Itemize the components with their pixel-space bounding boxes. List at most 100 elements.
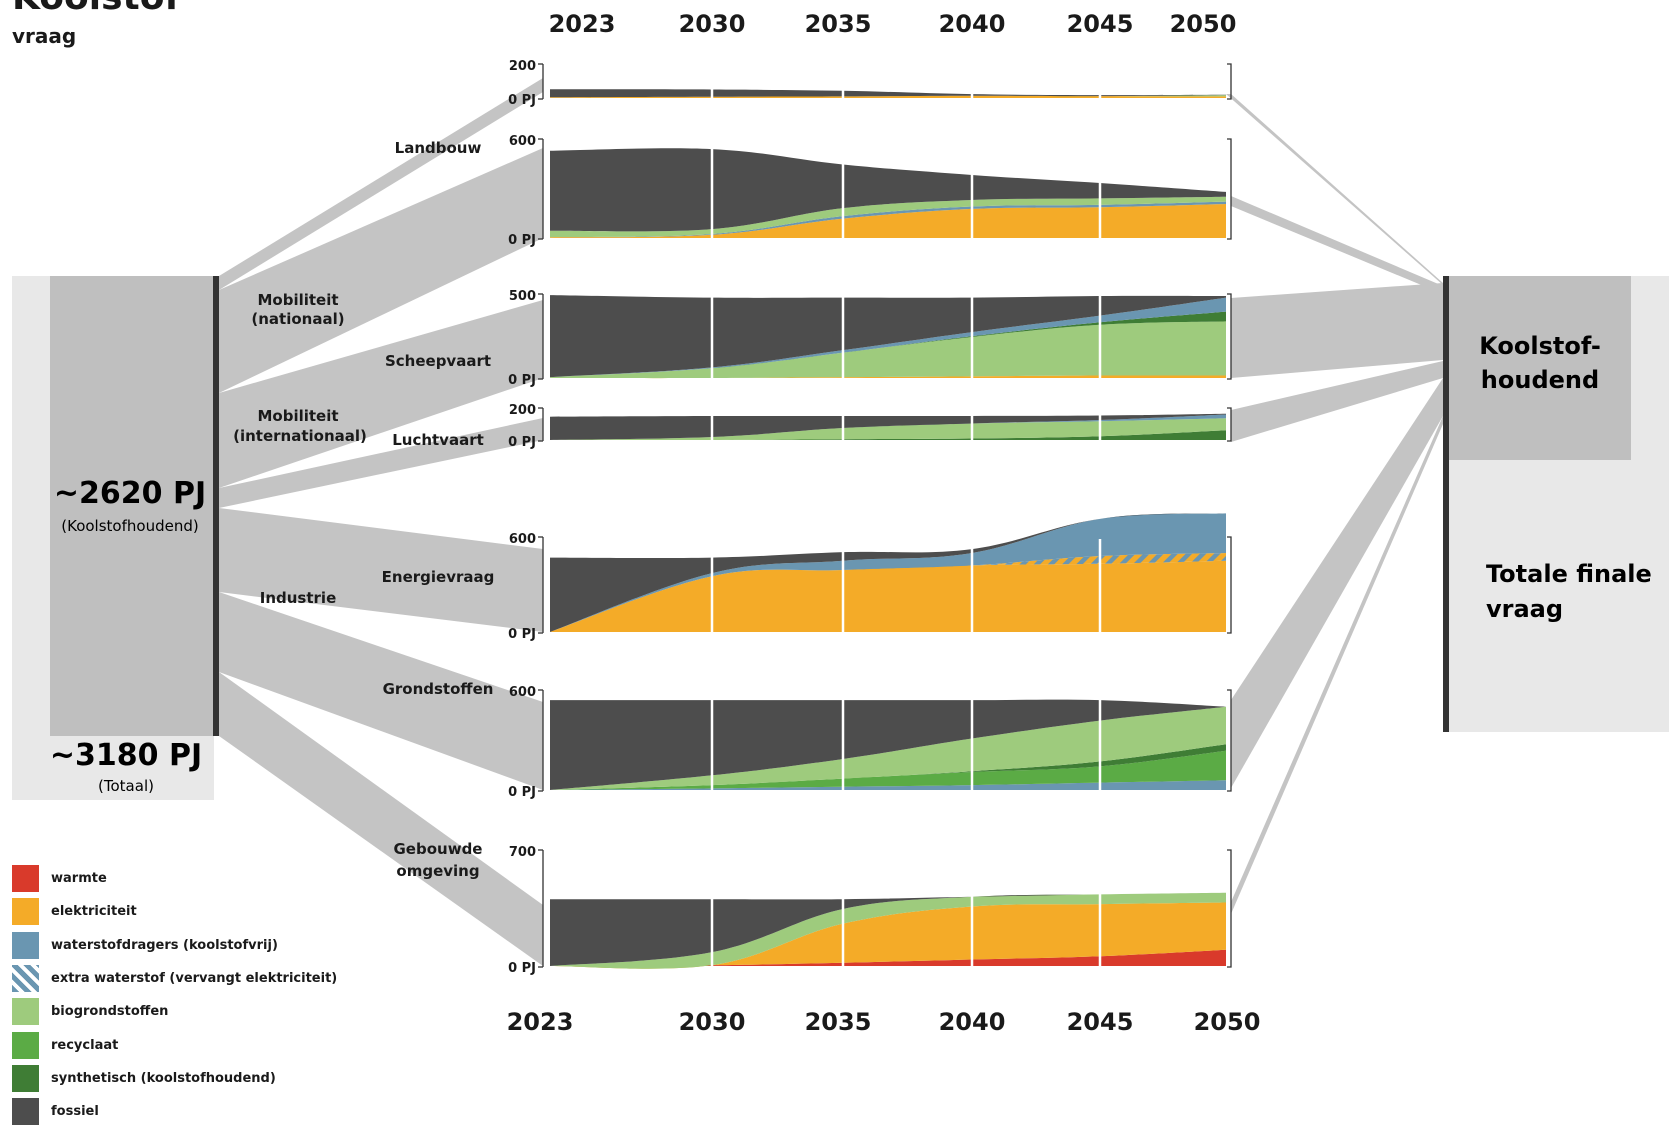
left-flows — [219, 78, 543, 966]
years-bottom: 2023 2030 2035 2040 2045 2050 — [507, 1008, 1261, 1036]
panel-6: 700 0 PJ — [508, 845, 1232, 976]
ymax-label: 600 — [509, 134, 536, 149]
right-koolstof-box — [1446, 276, 1631, 460]
area-fossiel — [550, 513, 1226, 632]
legend-label: fossiel — [51, 1104, 99, 1120]
area-elektriciteit — [550, 902, 1226, 969]
area-fossiel — [550, 148, 1226, 232]
legend-label: elektriciteit — [51, 904, 137, 920]
ymax-label: 200 — [509, 403, 536, 418]
page-title: Koolstof — [12, 0, 180, 18]
legend-item: recyclaat — [12, 1028, 337, 1061]
ymax-label: 600 — [509, 532, 536, 547]
flow-energievraag — [219, 508, 543, 632]
page-subtitle: vraag — [12, 24, 77, 48]
area-fossiel — [550, 892, 1226, 966]
right-totale-label-2: vraag — [1486, 595, 1563, 623]
koolstof-demand-box — [50, 276, 214, 736]
label-mob-nat-2: (nationaal) — [251, 310, 344, 328]
legend-item: biogrondstoffen — [12, 995, 337, 1028]
flow-right-gebouwde — [1231, 416, 1443, 914]
panel-name: Landbouw — [395, 139, 482, 157]
area-extra_waterstof — [550, 552, 1226, 632]
legend-swatch — [12, 1098, 39, 1126]
label-gebouwde-2: omgeving — [396, 862, 479, 880]
right-bar — [1443, 276, 1449, 732]
year-bottom-label: 2050 — [1194, 1008, 1261, 1036]
zero-label: 0 PJ — [508, 785, 536, 800]
flow-right-scheepvaart — [1231, 283, 1443, 378]
legend: warmte elektriciteit waterstofdragers (koo… — [12, 862, 337, 1128]
flow-gebouwde-omgeving — [219, 672, 543, 966]
year-bottom-label: 2023 — [507, 1008, 574, 1036]
flow-grondstoffen — [219, 592, 543, 790]
sector-labels: Mobiliteit (nationaal) Mobiliteit (inter… — [233, 291, 482, 880]
left-bar — [213, 276, 219, 736]
legend-label: extra waterstof (vervangt elektriciteit) — [51, 971, 338, 987]
right-bracket — [1227, 849, 1232, 968]
ymax-label: 200 — [509, 59, 536, 74]
flow-right-luchtvaart — [1231, 361, 1443, 442]
flow-luchtvaart — [219, 418, 543, 508]
area-biogrondstoffen — [550, 706, 1226, 790]
left-total-value: ~3180 PJ — [50, 738, 202, 773]
legend-item: waterstofdragers (koolstofvrij) — [12, 929, 337, 962]
panel-names: Landbouw Scheepvaart Luchtvaart Energievraa… — [382, 139, 495, 698]
legend-item: extra waterstof (vervangt elektriciteit) — [12, 962, 337, 995]
legend-label: synthetisch (koolstofhoudend) — [51, 1070, 276, 1086]
label-mob-int-2: (internationaal) — [233, 427, 367, 445]
flow-right-landbouw — [1226, 94, 1443, 285]
area-biogrondstoffen — [550, 418, 1226, 441]
area-fossiel — [550, 89, 1226, 98]
right-bracket — [1227, 536, 1232, 634]
panel-name: Luchtvaart — [392, 431, 484, 449]
year-bottom-label: 2040 — [939, 1008, 1006, 1036]
label-gebouwde-1: Gebouwde — [394, 840, 483, 858]
area-biogrondstoffen — [550, 196, 1226, 238]
flow-scheepvaart — [219, 300, 543, 488]
left-koolstof-value: ~2620 PJ — [54, 476, 206, 511]
left-koolstof-label: (Koolstofhoudend) — [61, 517, 198, 535]
right-bracket — [1227, 63, 1232, 100]
area-fossiel — [550, 413, 1226, 440]
panel-3: 200 0 PJ — [508, 403, 1232, 450]
flow-right-grondstoffen — [1231, 378, 1443, 788]
year-top-label: 2035 — [805, 10, 872, 38]
zero-label: 0 PJ — [508, 233, 536, 248]
legend-label: waterstofdragers (koolstofvrij) — [51, 937, 278, 953]
right-bracket — [1227, 138, 1232, 240]
area-fossiel — [550, 295, 1226, 378]
area-waterstof — [550, 780, 1226, 790]
flow-mobiliteit-nationaal — [219, 148, 543, 393]
area-elektriciteit — [550, 204, 1226, 238]
zero-label: 0 PJ — [508, 627, 536, 642]
right-koolstof-label-2: houdend — [1481, 366, 1599, 394]
legend-swatch — [12, 1064, 39, 1092]
right-bracket — [1227, 293, 1232, 380]
zero-label: 0 PJ — [508, 373, 536, 388]
legend-item: fossiel — [12, 1095, 337, 1128]
year-bottom-label: 2045 — [1067, 1008, 1134, 1036]
ymax-label: 500 — [509, 289, 536, 304]
year-top-label: 2045 — [1067, 10, 1134, 38]
flow-right-mobiliteit — [1231, 196, 1443, 294]
year-bottom-label: 2030 — [679, 1008, 746, 1036]
area-fossiel — [550, 699, 1226, 790]
right-bracket — [1227, 689, 1232, 792]
legend-item: elektriciteit — [12, 895, 337, 928]
legend-swatch — [12, 865, 39, 893]
area-synthetisch — [550, 430, 1226, 441]
legend-item: synthetisch (koolstofhoudend) — [12, 1062, 337, 1095]
right-bracket — [1227, 407, 1232, 442]
panel-0: 200 0 PJ — [508, 59, 1232, 108]
legend-item: warmte — [12, 862, 337, 895]
zero-label: 0 PJ — [508, 435, 536, 450]
legend-swatch — [12, 998, 39, 1026]
panel-name: Energievraag — [382, 568, 495, 586]
year-top-label: 2040 — [939, 10, 1006, 38]
panel-1: 600 0 PJ — [508, 134, 1232, 248]
label-mob-nat-1: Mobiliteit — [257, 291, 338, 309]
area-panels: 200 0 PJ 600 0 PJ 500 0 PJ 200 0 PJ 600 0 PJ 600 0 … — [508, 59, 1232, 976]
